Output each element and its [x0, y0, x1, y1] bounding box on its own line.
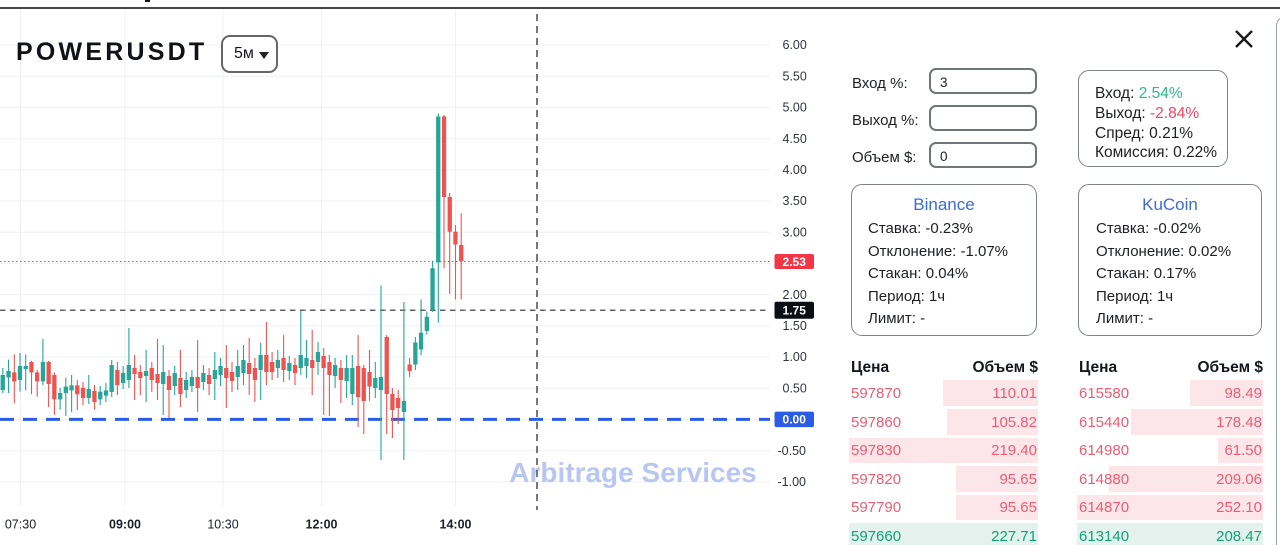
- svg-text:09:00: 09:00: [109, 518, 141, 532]
- svg-text:2.53: 2.53: [783, 255, 807, 269]
- svg-text:-1.00: -1.00: [778, 475, 807, 489]
- svg-text:10:30: 10:30: [207, 518, 238, 532]
- svg-text:1.00: 1.00: [783, 350, 807, 364]
- svg-text:5.00: 5.00: [783, 101, 807, 115]
- svg-text:12:00: 12:00: [306, 518, 338, 532]
- svg-text:0.00: 0.00: [783, 413, 807, 427]
- svg-text:14:00: 14:00: [440, 518, 472, 532]
- svg-text:3.00: 3.00: [783, 225, 807, 239]
- svg-text:-0.50: -0.50: [778, 444, 807, 458]
- svg-text:1.50: 1.50: [783, 319, 807, 333]
- svg-text:4.50: 4.50: [783, 132, 807, 146]
- svg-text:1.75: 1.75: [783, 304, 807, 318]
- svg-text:3.50: 3.50: [783, 194, 807, 208]
- svg-text:5.50: 5.50: [783, 69, 807, 83]
- svg-text:Arbitrage Services: Arbitrage Services: [509, 457, 756, 488]
- svg-text:07:30: 07:30: [5, 518, 36, 532]
- svg-text:4.00: 4.00: [783, 163, 807, 177]
- svg-text:6.00: 6.00: [783, 38, 807, 52]
- svg-text:0.50: 0.50: [783, 381, 807, 395]
- svg-text:2.00: 2.00: [783, 288, 807, 302]
